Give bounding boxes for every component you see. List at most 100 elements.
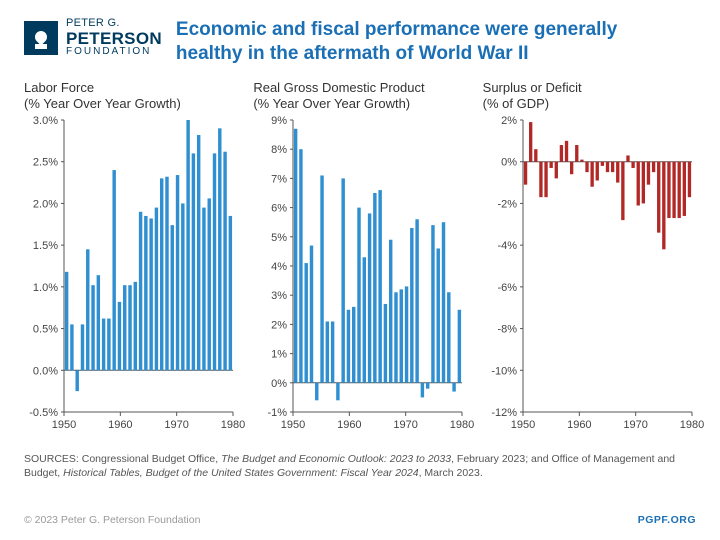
bar: [672, 161, 675, 217]
bar: [171, 225, 174, 370]
bar: [300, 149, 303, 383]
bar: [160, 178, 163, 370]
bar: [590, 161, 593, 186]
ytick-label: -0.5%: [29, 407, 58, 419]
ytick-label: 0.0%: [33, 365, 58, 377]
bar: [315, 382, 318, 400]
xtick-label: 1970: [394, 419, 418, 431]
bar: [621, 161, 624, 219]
ytick-label: 0%: [501, 156, 517, 168]
panel-labor-title: Labor Force(% Year Over Year Growth): [24, 80, 237, 114]
ytick-label: 0%: [271, 377, 287, 389]
bar: [352, 306, 355, 382]
xtick-label: 1960: [108, 419, 132, 431]
bar: [368, 213, 371, 382]
xtick-label: 1950: [52, 419, 76, 431]
xtick-label: 1950: [510, 419, 534, 431]
bar: [363, 257, 366, 383]
sources-mid2: , March 2023.: [419, 467, 483, 479]
bar: [112, 170, 115, 370]
bar: [389, 239, 392, 382]
bar: [631, 161, 634, 167]
bar: [524, 161, 527, 184]
logo-line2: PETERSON: [66, 30, 162, 48]
sources-cite2: Historical Tables, Budget of the United …: [63, 467, 418, 479]
bar: [549, 161, 552, 167]
ytick-label: 1.0%: [33, 281, 58, 293]
bar: [155, 207, 158, 370]
bar: [192, 153, 195, 370]
chart-gdp: -1%0%1%2%3%4%5%6%7%8%9%1950196019701980: [253, 114, 466, 434]
bar: [641, 161, 644, 203]
ytick-label: 2.5%: [33, 156, 58, 168]
sources-cite1: The Budget and Economic Outlook: 2023 to…: [221, 453, 451, 465]
panel-gdp-title: Real Gross Domestic Product(% Year Over …: [253, 80, 466, 114]
bar: [405, 286, 408, 382]
bar: [202, 207, 205, 370]
bar: [544, 161, 547, 196]
bar: [305, 263, 308, 383]
logo-line3: FOUNDATION: [66, 47, 162, 58]
bar: [97, 275, 100, 370]
ytick-label: 1%: [271, 348, 287, 360]
bar: [70, 324, 73, 370]
page-title: Economic and fiscal performance were gen…: [176, 18, 666, 66]
ytick-label: 0.5%: [33, 323, 58, 335]
bar: [646, 161, 649, 184]
bar: [128, 285, 131, 370]
ytick-label: 3.0%: [33, 115, 58, 127]
bar: [102, 318, 105, 370]
ytick-label: -1%: [268, 407, 288, 419]
bar: [432, 225, 435, 383]
bar: [585, 161, 588, 171]
bar: [75, 370, 78, 391]
bar: [139, 211, 142, 370]
logo-line1: PETER G.: [66, 18, 162, 30]
bar: [421, 382, 424, 397]
ytick-label: 6%: [271, 202, 287, 214]
bar: [652, 161, 655, 171]
bar: [662, 161, 665, 249]
bar: [442, 222, 445, 383]
bar: [186, 120, 189, 370]
bar: [229, 215, 232, 369]
bar: [580, 159, 583, 161]
ytick-label: 1.5%: [33, 240, 58, 252]
bar: [395, 292, 398, 383]
bar: [600, 161, 603, 165]
bar: [570, 161, 573, 174]
sources-prefix: SOURCES: Congressional Budget Office,: [24, 453, 221, 465]
bar: [559, 145, 562, 162]
bar: [400, 289, 403, 382]
ytick-label: -10%: [491, 365, 517, 377]
bar: [86, 249, 89, 370]
bar: [426, 382, 429, 388]
logo-mark: [24, 21, 58, 55]
ytick-label: 2%: [501, 115, 517, 127]
bar: [554, 161, 557, 178]
bar: [611, 161, 614, 171]
bar: [213, 153, 216, 370]
charts-row: Labor Force(% Year Over Year Growth) -0.…: [24, 80, 696, 434]
ytick-label: -12%: [491, 407, 517, 419]
bar: [165, 176, 168, 370]
ytick-label: 7%: [271, 173, 287, 185]
bar: [636, 161, 639, 205]
xtick-label: 1980: [679, 419, 703, 431]
footer-url: PGPF.ORG: [638, 514, 696, 526]
ytick-label: 5%: [271, 231, 287, 243]
bar: [326, 321, 329, 382]
bar: [181, 203, 184, 370]
panel-labor: Labor Force(% Year Over Year Growth) -0.…: [24, 80, 237, 434]
bar: [218, 128, 221, 370]
bar: [626, 155, 629, 161]
logo-text: PETER G. PETERSON FOUNDATION: [66, 18, 162, 58]
bar: [347, 309, 350, 382]
sources: SOURCES: Congressional Budget Office, Th…: [24, 452, 696, 480]
chart-deficit: -12%-10%-8%-6%-4%-2%0%2%1950196019701980: [483, 114, 696, 434]
bar: [65, 271, 68, 369]
bar: [197, 135, 200, 370]
xtick-label: 1980: [450, 419, 474, 431]
bar: [687, 161, 690, 196]
bar: [91, 285, 94, 370]
